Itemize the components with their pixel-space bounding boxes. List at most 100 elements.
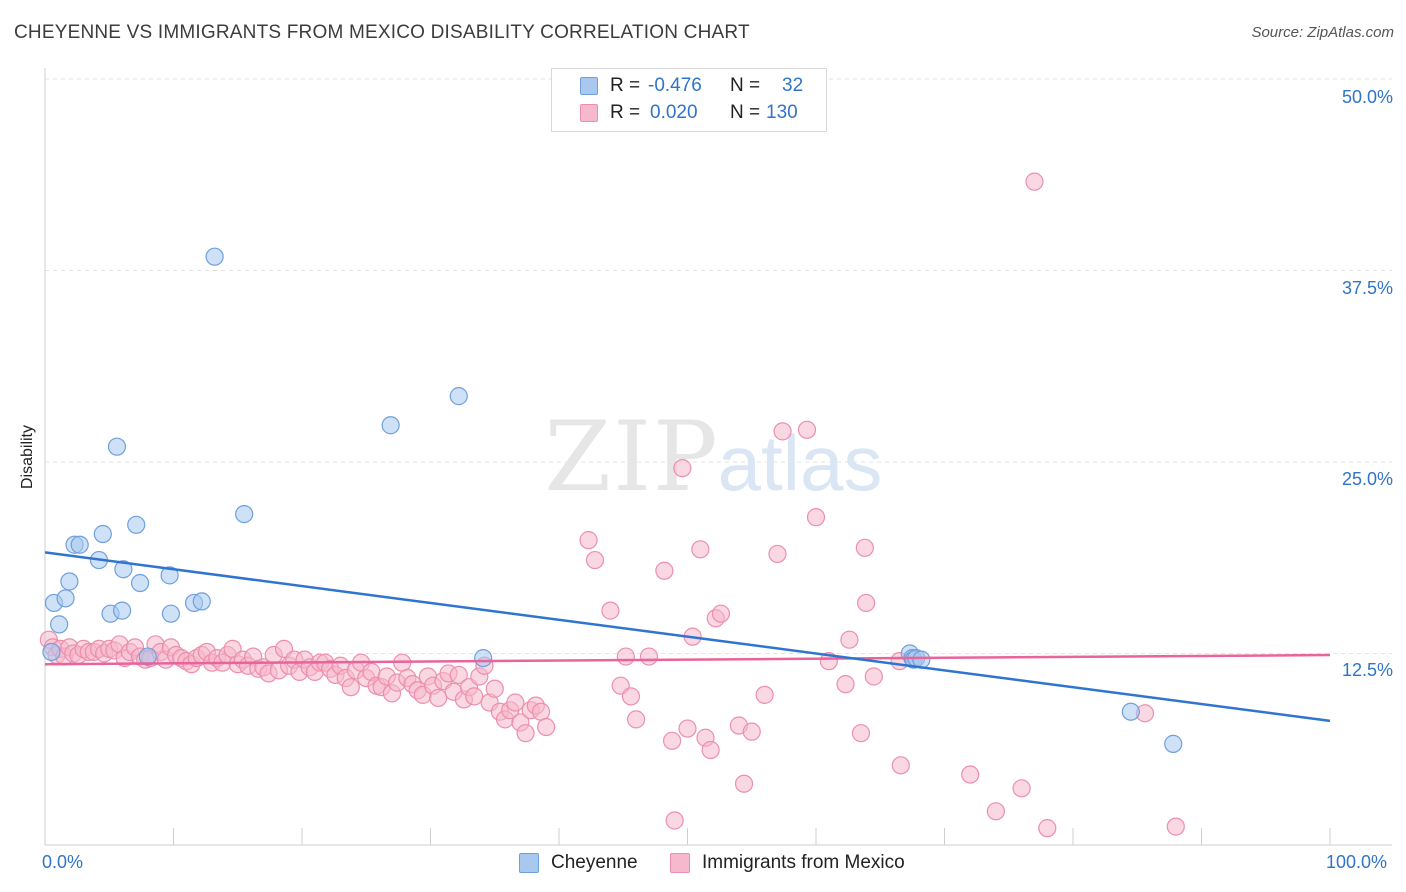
immigrants-point-104 bbox=[621, 687, 641, 706]
immigrants-point-81 bbox=[449, 665, 468, 685]
immigrants-point-132 bbox=[864, 667, 883, 686]
immigrants-point-106 bbox=[639, 647, 659, 666]
immigrants-point-77 bbox=[429, 688, 448, 708]
cheyenne-point-13 bbox=[127, 515, 146, 534]
immigrants-trend-line bbox=[44, 653, 1331, 666]
cheyenne-point-30 bbox=[1121, 702, 1140, 721]
y-tick-label-37-5: 37.5% bbox=[1341, 278, 1393, 298]
cheyenne-point-8 bbox=[93, 524, 112, 544]
y-tick-label-12-5: 12.5% bbox=[1341, 660, 1393, 680]
immigrants-point-124 bbox=[797, 420, 817, 439]
immigrants-point-115 bbox=[701, 740, 720, 760]
immigrants-point-105 bbox=[626, 710, 646, 729]
immigrants-point-108 bbox=[662, 731, 682, 750]
immigrants-point-128 bbox=[840, 630, 859, 649]
legend-n-label-cheyenne: N = bbox=[730, 75, 761, 96]
cheyenne-point-22 bbox=[381, 416, 400, 435]
trend-lines bbox=[44, 551, 1331, 723]
cheyenne-point-20 bbox=[205, 247, 224, 266]
immigrants-point-100 bbox=[585, 550, 605, 570]
stats-legend: R = -0.476 N = 32 R = 0.020 N = 130 bbox=[551, 68, 827, 132]
cheyenne-point-19 bbox=[192, 592, 211, 611]
cheyenne-point-21 bbox=[235, 504, 254, 524]
legend-color-cheyenne bbox=[519, 853, 539, 873]
immigrants-point-117 bbox=[711, 604, 731, 623]
immigrants-point-113 bbox=[691, 540, 710, 559]
cheyenne-point-4 bbox=[60, 572, 79, 591]
cheyenne-point-3 bbox=[56, 589, 75, 608]
immigrants-point-120 bbox=[742, 722, 761, 741]
legend-r-value-cheyenne: -0.476 bbox=[648, 75, 702, 96]
immigrants-point-119 bbox=[734, 774, 754, 793]
legend-r-label-cheyenne: R = bbox=[610, 75, 641, 96]
y-tick-label-25: 25.0% bbox=[1341, 469, 1393, 489]
immigrants-point-97 bbox=[531, 702, 551, 721]
immigrants-points bbox=[39, 172, 1185, 838]
legend-swatch-immigrants bbox=[580, 104, 598, 122]
immigrants-point-139 bbox=[1038, 819, 1057, 838]
legend-item-immigrants[interactable]: Immigrants from Mexico bbox=[670, 852, 905, 874]
cheyenne-point-6 bbox=[70, 535, 89, 554]
immigrants-point-141 bbox=[1166, 817, 1185, 836]
immigrants-point-130 bbox=[855, 538, 874, 557]
immigrants-point-98 bbox=[537, 717, 556, 737]
cheyenne-point-24 bbox=[474, 648, 493, 668]
x-tick-label-max: 100.0% bbox=[1326, 852, 1388, 872]
cheyenne-point-11 bbox=[112, 601, 132, 620]
immigrants-point-101 bbox=[601, 601, 620, 620]
legend-n-value-immigrants: 130 bbox=[766, 102, 798, 123]
cheyenne-points bbox=[42, 247, 1183, 753]
immigrants-point-135 bbox=[961, 765, 980, 784]
immigrants-point-109 bbox=[665, 811, 684, 830]
legend-name-cheyenne: Cheyenne bbox=[551, 852, 638, 873]
immigrants-point-60 bbox=[341, 678, 360, 697]
immigrants-point-92 bbox=[506, 693, 525, 712]
cheyenne-point-2 bbox=[50, 615, 69, 634]
immigrants-point-138 bbox=[1025, 172, 1044, 191]
cheyenne-point-12 bbox=[114, 560, 133, 579]
legend-color-immigrants bbox=[670, 853, 690, 873]
gridlines bbox=[45, 78, 1392, 654]
immigrants-point-84 bbox=[465, 687, 484, 706]
watermark: ZIP atlas bbox=[544, 401, 882, 513]
immigrants-point-123 bbox=[773, 422, 792, 441]
immigrants-point-121 bbox=[755, 685, 774, 704]
legend-swatch-cheyenne bbox=[580, 77, 598, 95]
y-tick-label-50: 50.0% bbox=[1341, 87, 1393, 107]
cheyenne-point-31 bbox=[1164, 734, 1183, 753]
axes bbox=[44, 68, 1392, 846]
legend-r-value-immigrants: 0.020 bbox=[650, 102, 698, 123]
watermark-zip: ZIP bbox=[544, 401, 719, 513]
immigrants-point-129 bbox=[851, 724, 871, 743]
series-legend: Cheyenne Immigrants from Mexico bbox=[0, 852, 1406, 876]
legend-r-label-immigrants: R = bbox=[610, 102, 641, 123]
cheyenne-point-16 bbox=[160, 566, 179, 585]
x-tick-label-min: 0.0% bbox=[42, 852, 84, 872]
source-label: Source: ZipAtlas.com bbox=[1251, 24, 1394, 41]
cheyenne-point-17 bbox=[161, 604, 181, 623]
cheyenne-point-14 bbox=[130, 573, 150, 593]
immigrants-point-127 bbox=[836, 675, 855, 694]
immigrants-point-131 bbox=[857, 593, 876, 613]
legend-item-cheyenne[interactable]: Cheyenne bbox=[519, 852, 638, 874]
cheyenne-point-23 bbox=[449, 387, 468, 406]
immigrants-point-110 bbox=[673, 459, 692, 478]
immigrants-point-99 bbox=[579, 531, 598, 550]
immigrants-point-107 bbox=[655, 561, 674, 580]
cheyenne-point-0 bbox=[42, 642, 61, 662]
legend-n-label-immigrants: N = bbox=[730, 102, 761, 123]
cheyenne-trend-line bbox=[44, 551, 1331, 723]
immigrants-point-137 bbox=[1012, 779, 1031, 798]
immigrants-point-125 bbox=[806, 508, 826, 527]
immigrants-point-136 bbox=[986, 802, 1006, 821]
immigrants-point-134 bbox=[891, 756, 910, 775]
cheyenne-point-15 bbox=[138, 647, 157, 666]
immigrants-point-111 bbox=[678, 719, 697, 738]
immigrants-point-88 bbox=[485, 679, 504, 698]
cheyenne-point-10 bbox=[107, 437, 127, 456]
chart-title: CHEYENNE VS IMMIGRANTS FROM MEXICO DISAB… bbox=[14, 22, 750, 43]
legend-name-immigrants: Immigrants from Mexico bbox=[702, 852, 905, 873]
legend-n-value-cheyenne: 32 bbox=[782, 75, 804, 96]
immigrants-point-94 bbox=[516, 724, 535, 743]
immigrants-point-122 bbox=[768, 544, 787, 564]
